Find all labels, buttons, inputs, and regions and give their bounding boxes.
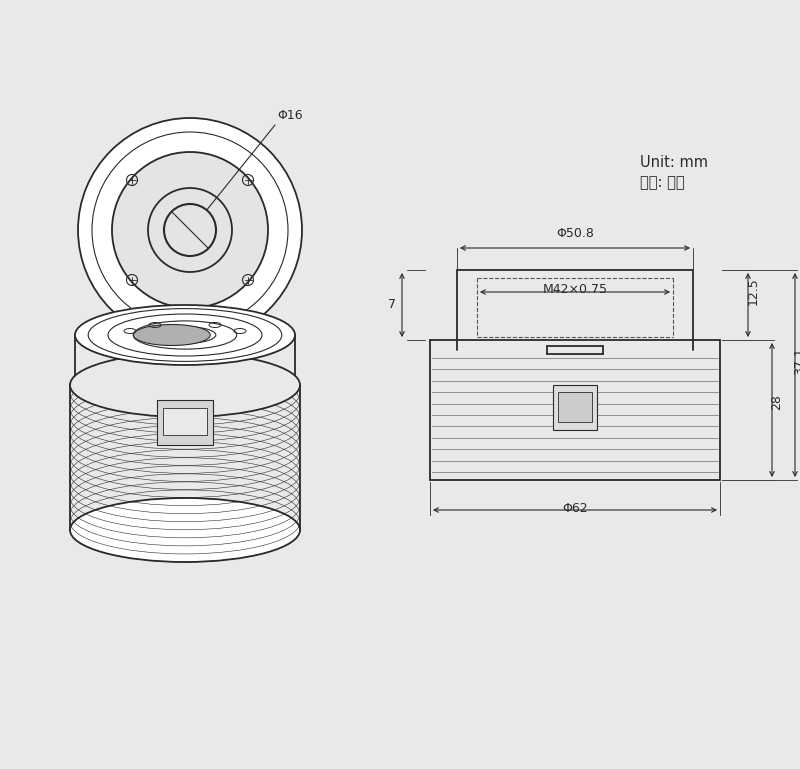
Bar [558,392,592,422]
Ellipse shape [70,498,300,562]
Circle shape [78,118,302,342]
Text: 7: 7 [388,298,396,311]
Text: Φ62: Φ62 [562,502,588,515]
Ellipse shape [75,305,295,365]
Bar [553,385,597,430]
Text: Φ16: Φ16 [277,109,302,122]
Text: M42×0.75: M42×0.75 [542,283,607,296]
Text: 28: 28 [770,394,783,410]
Text: 单位: 毫米: 单位: 毫米 [640,175,685,190]
Text: 12.5: 12.5 [746,278,759,305]
Text: 37.1: 37.1 [794,348,800,375]
Bar [163,408,207,435]
Bar [157,400,213,445]
Circle shape [112,152,268,308]
Ellipse shape [134,325,210,345]
Text: Unit: mm: Unit: mm [640,155,708,170]
Ellipse shape [70,353,300,417]
Text: Φ50.8: Φ50.8 [556,227,594,240]
